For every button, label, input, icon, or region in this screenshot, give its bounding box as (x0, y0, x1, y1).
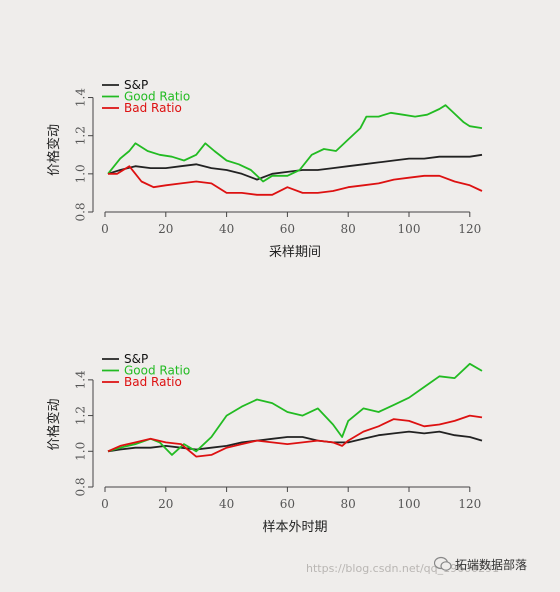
y-tick-label: 1.0 (74, 442, 88, 461)
wechat-account-label: 拓端数据部落 (455, 558, 528, 572)
x-tick-label: 120 (458, 222, 481, 236)
x-tick-label: 120 (458, 497, 481, 511)
y-tick-label: 0.8 (74, 202, 88, 221)
y-tick-label: 1.2 (74, 126, 88, 145)
x-tick-label: 0 (101, 222, 109, 236)
series-line-s-p (107, 153, 483, 181)
y-tick-label: 1.4 (74, 370, 88, 389)
y-tick-label: 1.4 (74, 88, 88, 107)
series-line-bad-ratio (107, 414, 483, 458)
y-axis-label: 价格变动 (46, 398, 62, 450)
legend-label: Good Ratio (124, 90, 190, 104)
x-tick-label: 60 (280, 222, 295, 236)
legend-label: S&P (124, 352, 148, 366)
x-axis: 0 20 40 60 80 100 120 (101, 211, 481, 236)
x-tick-label: 0 (101, 497, 109, 511)
x-tick-label: 20 (158, 497, 173, 511)
x-tick-label: 40 (219, 497, 234, 511)
y-tick-label: 0.8 (74, 477, 88, 496)
x-axis-label: 样本外时期 (262, 520, 327, 535)
legend-label: Bad Ratio (124, 375, 182, 389)
series-line-s-p (107, 430, 483, 453)
x-tick-label: 100 (398, 222, 421, 236)
x-tick-label: 60 (280, 497, 295, 511)
series-line-good-ratio (107, 362, 483, 456)
x-tick-label: 80 (341, 222, 356, 236)
legend-label: Bad Ratio (124, 101, 182, 115)
chart-panel-1: 0 20 40 60 80 100 120 采样期间 0.8 1.0 1.2 1.4 价格变动 S&PGo… (46, 78, 483, 260)
y-axis: 0.8 1.0 1.2 1.4 (74, 88, 94, 222)
x-axis: 0 20 40 60 80 100 120 (101, 486, 481, 511)
series-line-bad-ratio (108, 165, 483, 196)
x-tick-label: 20 (158, 222, 173, 236)
y-tick-label: 1.0 (74, 164, 88, 183)
x-axis-label: 采样期间 (269, 245, 321, 260)
y-axis-label: 价格变动 (46, 124, 62, 176)
y-axis: 0.8 1.0 1.2 1.4 (74, 370, 94, 497)
series-line-good-ratio (107, 104, 483, 183)
x-tick-label: 80 (341, 497, 356, 511)
legend-label: S&P (124, 78, 148, 92)
chart-panel-2: 0 20 40 60 80 100 120 样本外时期 0.8 1.0 1.2 1.4 价格变动 S&PG… (46, 352, 483, 535)
wechat-icon (434, 556, 452, 571)
x-tick-label: 100 (398, 497, 421, 511)
legend-label: Good Ratio (124, 364, 190, 378)
x-tick-label: 40 (219, 222, 234, 236)
y-tick-label: 1.2 (74, 406, 88, 425)
